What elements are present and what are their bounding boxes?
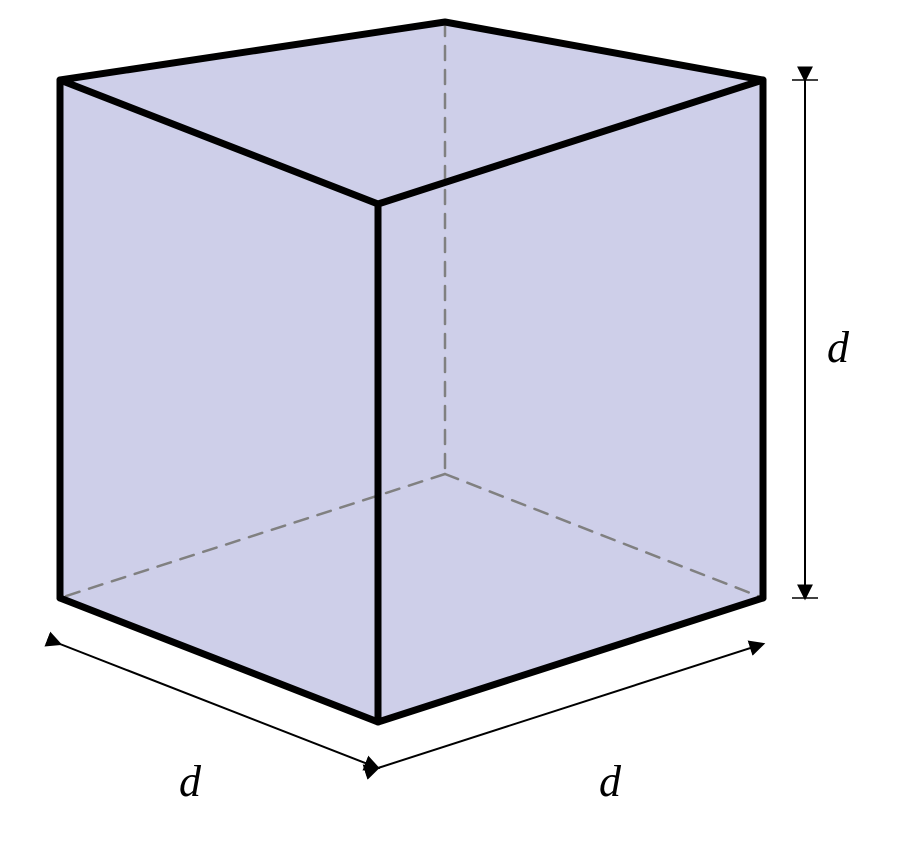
dimension-label: d <box>179 757 202 806</box>
dimension-label: d <box>827 323 850 372</box>
dimension-label: d <box>599 757 622 806</box>
